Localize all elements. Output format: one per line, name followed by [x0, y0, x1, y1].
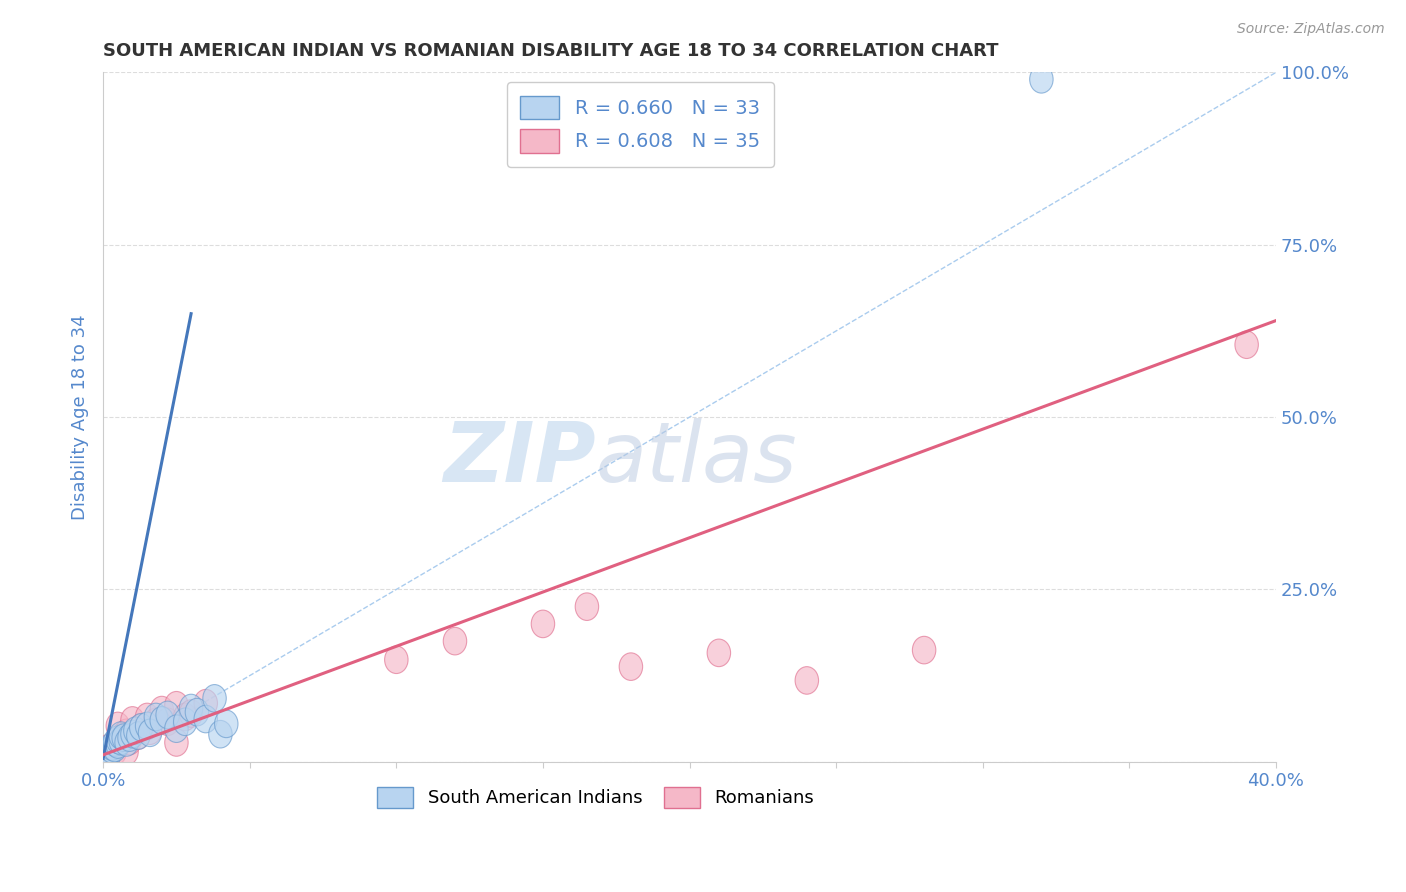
Ellipse shape	[97, 739, 121, 767]
Y-axis label: Disability Age 18 to 34: Disability Age 18 to 34	[72, 314, 89, 520]
Ellipse shape	[443, 627, 467, 655]
Ellipse shape	[912, 636, 936, 664]
Ellipse shape	[94, 742, 118, 770]
Ellipse shape	[127, 722, 150, 749]
Ellipse shape	[138, 719, 162, 747]
Ellipse shape	[138, 717, 162, 745]
Ellipse shape	[103, 734, 127, 762]
Ellipse shape	[115, 729, 138, 756]
Legend: South American Indians, Romanians: South American Indians, Romanians	[370, 780, 821, 814]
Ellipse shape	[145, 708, 167, 736]
Ellipse shape	[115, 719, 138, 747]
Ellipse shape	[707, 639, 731, 666]
Ellipse shape	[165, 691, 188, 719]
Ellipse shape	[121, 706, 145, 734]
Ellipse shape	[97, 741, 121, 769]
Ellipse shape	[1234, 331, 1258, 359]
Ellipse shape	[100, 736, 124, 764]
Ellipse shape	[105, 731, 129, 758]
Ellipse shape	[215, 710, 238, 738]
Ellipse shape	[103, 733, 127, 760]
Ellipse shape	[156, 701, 180, 729]
Ellipse shape	[575, 593, 599, 621]
Ellipse shape	[103, 738, 127, 765]
Ellipse shape	[135, 712, 159, 739]
Ellipse shape	[129, 714, 153, 741]
Ellipse shape	[194, 706, 218, 733]
Text: atlas: atlas	[596, 418, 797, 499]
Ellipse shape	[100, 736, 124, 764]
Ellipse shape	[145, 703, 167, 731]
Ellipse shape	[150, 697, 173, 724]
Ellipse shape	[173, 708, 197, 736]
Ellipse shape	[124, 717, 148, 745]
Ellipse shape	[1029, 65, 1053, 93]
Ellipse shape	[121, 721, 145, 748]
Ellipse shape	[115, 738, 138, 765]
Ellipse shape	[385, 646, 408, 673]
Text: ZIP: ZIP	[443, 418, 596, 499]
Ellipse shape	[202, 684, 226, 712]
Ellipse shape	[127, 722, 150, 749]
Ellipse shape	[97, 738, 121, 765]
Ellipse shape	[129, 714, 153, 741]
Ellipse shape	[110, 727, 132, 755]
Ellipse shape	[105, 712, 129, 739]
Ellipse shape	[94, 739, 118, 767]
Ellipse shape	[173, 703, 197, 731]
Ellipse shape	[110, 729, 132, 756]
Ellipse shape	[110, 722, 132, 749]
Ellipse shape	[94, 742, 118, 770]
Ellipse shape	[531, 610, 555, 638]
Ellipse shape	[110, 726, 132, 754]
Ellipse shape	[112, 722, 135, 749]
Ellipse shape	[156, 708, 180, 736]
Ellipse shape	[619, 653, 643, 681]
Ellipse shape	[103, 729, 127, 756]
Ellipse shape	[118, 727, 141, 755]
Ellipse shape	[135, 703, 159, 731]
Ellipse shape	[165, 714, 188, 742]
Ellipse shape	[180, 694, 202, 722]
Ellipse shape	[100, 733, 124, 760]
Ellipse shape	[186, 698, 208, 726]
Ellipse shape	[194, 690, 218, 717]
Ellipse shape	[208, 721, 232, 748]
Ellipse shape	[112, 724, 135, 751]
Ellipse shape	[165, 729, 188, 756]
Ellipse shape	[150, 706, 173, 734]
Ellipse shape	[118, 724, 141, 751]
Ellipse shape	[97, 734, 121, 762]
Ellipse shape	[180, 699, 202, 727]
Ellipse shape	[796, 666, 818, 694]
Text: Source: ZipAtlas.com: Source: ZipAtlas.com	[1237, 22, 1385, 37]
Ellipse shape	[105, 726, 129, 754]
Text: SOUTH AMERICAN INDIAN VS ROMANIAN DISABILITY AGE 18 TO 34 CORRELATION CHART: SOUTH AMERICAN INDIAN VS ROMANIAN DISABI…	[103, 42, 998, 60]
